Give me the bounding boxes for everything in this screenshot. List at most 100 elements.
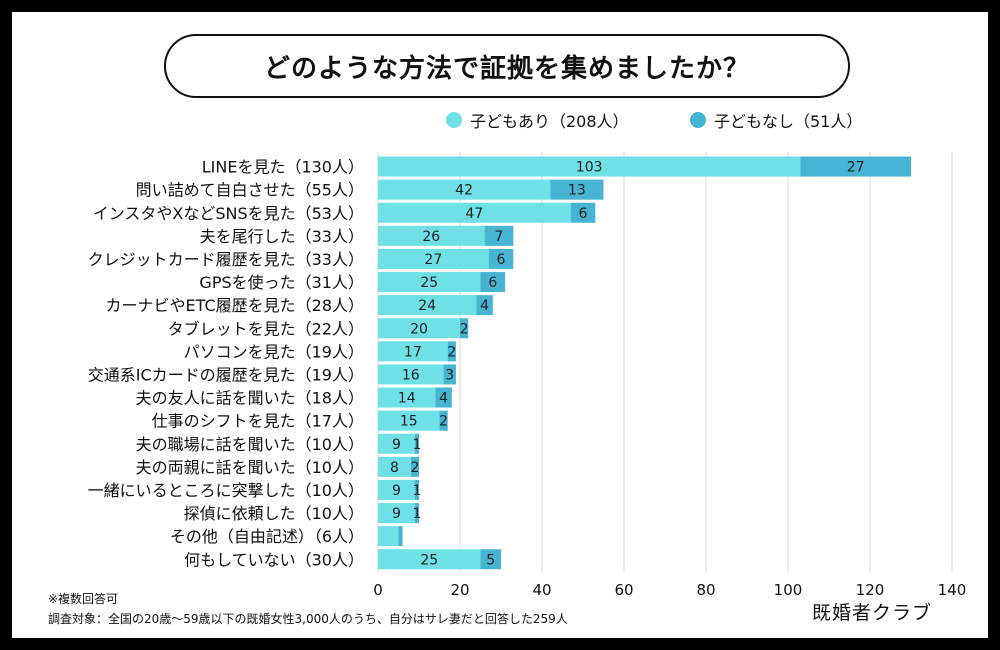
bar-segment-with-children-15 (378, 503, 415, 524)
data-label-with-children-2: 47 (465, 206, 483, 222)
bar-segment-with-children-8 (378, 341, 448, 362)
data-label-with-children-4: 27 (424, 252, 442, 268)
bar-segment-without-children-14 (414, 479, 419, 500)
bar-segment-without-children-9 (443, 364, 456, 385)
bar-segment-with-children-17 (378, 549, 481, 570)
category-label-6: カーナビやETC履歴を見た（28人） (106, 296, 364, 315)
bar-segment-with-children-11 (378, 410, 440, 431)
bar-segment-without-children-15 (414, 503, 419, 524)
x-tick-label-0: 0 (373, 581, 383, 599)
data-label-without-children-4: 6 (497, 252, 506, 268)
bar-segment-without-children-10 (435, 387, 452, 408)
bar-segment-with-children-4 (378, 248, 489, 269)
brand-logo-text: 既婚者クラブ (812, 602, 933, 624)
chart-title: どのような方法で証拠を集めましたか？ (164, 34, 850, 98)
x-tick-label-120: 120 (856, 581, 885, 599)
data-label-with-children-17: 25 (420, 552, 438, 568)
bar-segment-with-children-3 (378, 225, 485, 246)
x-tick-label-40: 40 (532, 581, 551, 599)
bar-segment-without-children-4 (488, 248, 514, 269)
data-label-without-children-0: 27 (847, 160, 865, 176)
data-label-without-children-7: 2 (460, 321, 469, 337)
category-label-1: 問い詰めて自白させた（55人） (136, 181, 364, 200)
data-label-without-children-13: 2 (410, 460, 419, 476)
bar-segment-with-children-16 (378, 526, 399, 547)
bar-segment-without-children-17 (480, 549, 501, 570)
x-tick-label-100: 100 (774, 581, 803, 599)
category-label-4: クレジットカード履歴を見た（33人） (88, 250, 364, 269)
category-label-5: GPSを使った（31人） (199, 273, 364, 292)
bar-segment-with-children-1 (378, 179, 551, 200)
data-label-without-children-6: 4 (480, 298, 489, 314)
data-label-without-children-14: 1 (412, 483, 421, 499)
data-label-without-children-2: 6 (579, 206, 588, 222)
category-label-15: 探偵に依頼した（10人） (184, 504, 364, 523)
bar-segment-without-children-5 (480, 272, 506, 293)
bar-segment-with-children-10 (378, 387, 436, 408)
bar-segment-without-children-1 (550, 179, 604, 200)
bar-segment-without-children-0 (800, 156, 911, 177)
legend-item-without-children: 子どもなし（51人） (690, 108, 862, 132)
category-label-16: その他（自由記述）（6人） (170, 527, 364, 546)
bar-segment-with-children-9 (378, 364, 444, 385)
data-label-with-children-9: 16 (402, 367, 420, 383)
x-tick-label-20: 20 (450, 581, 469, 599)
legend-swatch-with-children (446, 112, 462, 128)
bar-segment-without-children-3 (484, 225, 514, 246)
data-label-with-children-12: 9 (392, 437, 401, 453)
data-label-without-children-8: 2 (447, 344, 456, 360)
bar-segment-with-children-5 (378, 272, 481, 293)
data-label-with-children-7: 20 (410, 321, 428, 337)
category-label-9: 交通系ICカードの履歴を見た（19人） (88, 365, 364, 384)
x-tick-label-140: 140 (938, 581, 967, 599)
data-label-with-children-13: 8 (390, 460, 399, 476)
category-label-17: 何もしていない（30人） (184, 550, 364, 569)
legend-label-with-children: 子どもあり（208人） (470, 112, 629, 131)
category-label-12: 夫の職場に話を聞いた（10人） (136, 435, 364, 454)
bar-segment-without-children-6 (476, 295, 493, 316)
category-label-11: 仕事のシフトを見た（17人） (152, 412, 364, 431)
note-survey-target: 調査対象：全国の20歳〜59歳以下の既婚女性3,000人のうち、自分はサレ妻だと… (48, 612, 568, 626)
x-tick-label-80: 80 (696, 581, 715, 599)
data-label-with-children-10: 14 (398, 391, 416, 407)
bar-segment-without-children-13 (410, 456, 419, 477)
legend-swatch-without-children (690, 112, 706, 128)
category-label-7: タブレットを見た（22人） (168, 319, 364, 338)
data-label-with-children-14: 9 (392, 483, 401, 499)
data-label-without-children-11: 2 (439, 414, 448, 430)
bar-segment-without-children-16 (398, 526, 403, 547)
category-label-14: 一緒にいるところに突撃した（10人） (88, 481, 364, 500)
category-label-13: 夫の両親に話を聞いた（10人） (136, 458, 364, 477)
bar-segment-with-children-0 (378, 156, 801, 177)
bar-segment-with-children-6 (378, 295, 477, 316)
bar-segment-with-children-13 (378, 456, 411, 477)
data-label-without-children-10: 4 (439, 391, 448, 407)
category-label-10: 夫の友人に話を聞いた（18人） (136, 389, 364, 408)
bar-segment-without-children-8 (447, 341, 456, 362)
data-label-without-children-1: 13 (568, 183, 586, 199)
data-label-with-children-11: 15 (400, 414, 418, 430)
data-label-without-children-9: 3 (445, 367, 454, 383)
data-label-with-children-1: 42 (455, 183, 473, 199)
data-label-with-children-5: 25 (420, 275, 438, 291)
data-label-with-children-8: 17 (404, 344, 422, 360)
legend-item-with-children: 子どもあり（208人） (446, 108, 629, 132)
bar-segment-without-children-11 (439, 410, 448, 431)
bar-segment-without-children-2 (570, 202, 596, 223)
category-label-0: LINEを見た（130人） (202, 158, 364, 177)
bar-segment-with-children-12 (378, 433, 415, 454)
data-label-without-children-12: 1 (412, 437, 421, 453)
bar-segment-with-children-14 (378, 479, 415, 500)
data-label-without-children-3: 7 (494, 229, 503, 245)
category-label-2: インスタやXなどSNSを見た（53人） (93, 204, 364, 223)
note-multiple-answers: ※複数回答可 (48, 592, 119, 606)
bar-segment-without-children-7 (460, 318, 469, 339)
data-label-with-children-0: 103 (576, 160, 603, 176)
data-label-with-children-3: 26 (422, 229, 440, 245)
data-label-with-children-15: 9 (392, 506, 401, 522)
data-label-without-children-15: 1 (412, 506, 421, 522)
data-label-without-children-5: 6 (488, 275, 497, 291)
bar-segment-without-children-12 (414, 433, 419, 454)
legend-label-without-children: 子どもなし（51人） (714, 112, 863, 131)
data-label-with-children-6: 24 (418, 298, 436, 314)
